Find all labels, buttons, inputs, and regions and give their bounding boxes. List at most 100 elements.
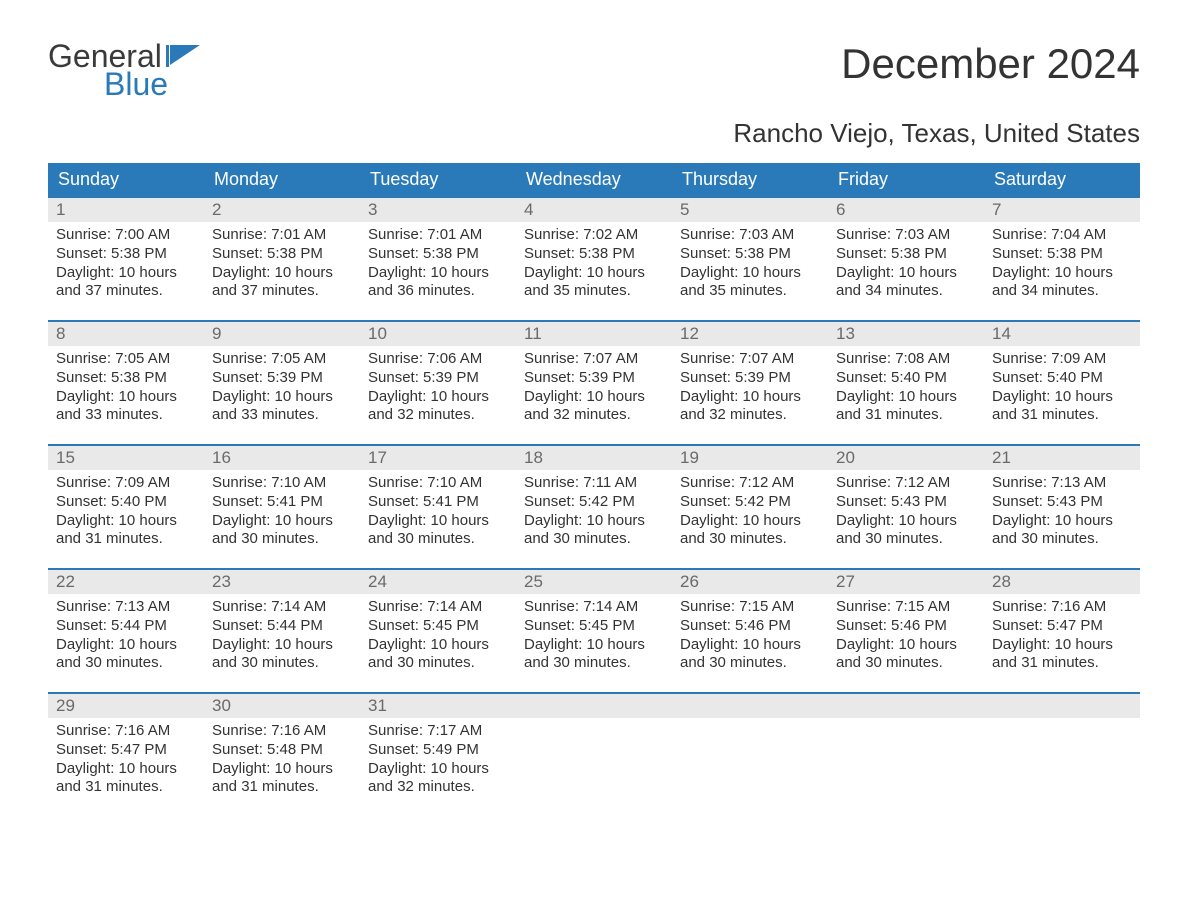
calendar-day: 10Sunrise: 7:06 AMSunset: 5:39 PMDayligh…	[360, 322, 516, 442]
sunset-line: Sunset: 5:38 PM	[836, 245, 976, 264]
sunset-line: Sunset: 5:40 PM	[992, 369, 1132, 388]
calendar-day: 9Sunrise: 7:05 AMSunset: 5:39 PMDaylight…	[204, 322, 360, 442]
day-number: 28	[984, 570, 1140, 594]
day-number: 27	[828, 570, 984, 594]
daylight-line: Daylight: 10 hours and 32 minutes.	[368, 760, 508, 798]
day-number: 10	[360, 322, 516, 346]
sunset-line: Sunset: 5:46 PM	[680, 617, 820, 636]
calendar-day: 20Sunrise: 7:12 AMSunset: 5:43 PMDayligh…	[828, 446, 984, 566]
dow-cell: Friday	[828, 163, 984, 196]
sunrise-line: Sunrise: 7:07 AM	[524, 350, 664, 369]
calendar-day: 2Sunrise: 7:01 AMSunset: 5:38 PMDaylight…	[204, 198, 360, 318]
calendar-day	[984, 694, 1140, 814]
daylight-line: Daylight: 10 hours and 30 minutes.	[836, 636, 976, 674]
daylight-line: Daylight: 10 hours and 30 minutes.	[524, 636, 664, 674]
day-details: Sunrise: 7:15 AMSunset: 5:46 PMDaylight:…	[672, 594, 828, 681]
day-number: 17	[360, 446, 516, 470]
sunset-line: Sunset: 5:39 PM	[212, 369, 352, 388]
day-number: 31	[360, 694, 516, 718]
day-number: 5	[672, 198, 828, 222]
sunset-line: Sunset: 5:39 PM	[368, 369, 508, 388]
sunrise-line: Sunrise: 7:16 AM	[56, 722, 196, 741]
daylight-line: Daylight: 10 hours and 33 minutes.	[212, 388, 352, 426]
day-details: Sunrise: 7:16 AMSunset: 5:47 PMDaylight:…	[48, 718, 204, 805]
calendar-day: 27Sunrise: 7:15 AMSunset: 5:46 PMDayligh…	[828, 570, 984, 690]
daylight-line: Daylight: 10 hours and 34 minutes.	[836, 264, 976, 302]
dow-cell: Saturday	[984, 163, 1140, 196]
sunset-line: Sunset: 5:42 PM	[680, 493, 820, 512]
calendar-day	[516, 694, 672, 814]
sunset-line: Sunset: 5:39 PM	[680, 369, 820, 388]
sunset-line: Sunset: 5:38 PM	[680, 245, 820, 264]
calendar-day: 11Sunrise: 7:07 AMSunset: 5:39 PMDayligh…	[516, 322, 672, 442]
sunset-line: Sunset: 5:44 PM	[212, 617, 352, 636]
day-details: Sunrise: 7:10 AMSunset: 5:41 PMDaylight:…	[204, 470, 360, 557]
location-label: Rancho Viejo, Texas, United States	[48, 118, 1140, 149]
sunrise-line: Sunrise: 7:10 AM	[212, 474, 352, 493]
day-number: 7	[984, 198, 1140, 222]
sunrise-line: Sunrise: 7:09 AM	[992, 350, 1132, 369]
sunrise-line: Sunrise: 7:02 AM	[524, 226, 664, 245]
header: General Blue December 2024	[48, 40, 1140, 100]
day-details: Sunrise: 7:05 AMSunset: 5:38 PMDaylight:…	[48, 346, 204, 433]
day-number: 12	[672, 322, 828, 346]
sunset-line: Sunset: 5:38 PM	[992, 245, 1132, 264]
dow-cell: Tuesday	[360, 163, 516, 196]
daylight-line: Daylight: 10 hours and 30 minutes.	[56, 636, 196, 674]
daylight-line: Daylight: 10 hours and 32 minutes.	[680, 388, 820, 426]
daylight-line: Daylight: 10 hours and 31 minutes.	[836, 388, 976, 426]
sunrise-line: Sunrise: 7:05 AM	[56, 350, 196, 369]
sunrise-line: Sunrise: 7:14 AM	[368, 598, 508, 617]
daylight-line: Daylight: 10 hours and 37 minutes.	[56, 264, 196, 302]
sunrise-line: Sunrise: 7:03 AM	[680, 226, 820, 245]
day-details: Sunrise: 7:15 AMSunset: 5:46 PMDaylight:…	[828, 594, 984, 681]
daylight-line: Daylight: 10 hours and 30 minutes.	[368, 512, 508, 550]
sunrise-line: Sunrise: 7:03 AM	[836, 226, 976, 245]
calendar-week: 22Sunrise: 7:13 AMSunset: 5:44 PMDayligh…	[48, 568, 1140, 690]
day-number: 3	[360, 198, 516, 222]
day-details: Sunrise: 7:08 AMSunset: 5:40 PMDaylight:…	[828, 346, 984, 433]
calendar-day: 23Sunrise: 7:14 AMSunset: 5:44 PMDayligh…	[204, 570, 360, 690]
day-details: Sunrise: 7:06 AMSunset: 5:39 PMDaylight:…	[360, 346, 516, 433]
day-number: 30	[204, 694, 360, 718]
day-number-empty	[984, 694, 1140, 718]
calendar-day: 19Sunrise: 7:12 AMSunset: 5:42 PMDayligh…	[672, 446, 828, 566]
sunset-line: Sunset: 5:40 PM	[56, 493, 196, 512]
sunset-line: Sunset: 5:43 PM	[836, 493, 976, 512]
day-number-empty	[828, 694, 984, 718]
sunrise-line: Sunrise: 7:13 AM	[56, 598, 196, 617]
sunset-line: Sunset: 5:38 PM	[524, 245, 664, 264]
daylight-line: Daylight: 10 hours and 30 minutes.	[680, 512, 820, 550]
day-number: 8	[48, 322, 204, 346]
calendar-day	[828, 694, 984, 814]
sunset-line: Sunset: 5:38 PM	[212, 245, 352, 264]
sunset-line: Sunset: 5:47 PM	[56, 741, 196, 760]
daylight-line: Daylight: 10 hours and 31 minutes.	[212, 760, 352, 798]
day-details: Sunrise: 7:01 AMSunset: 5:38 PMDaylight:…	[360, 222, 516, 309]
sunset-line: Sunset: 5:38 PM	[56, 369, 196, 388]
day-number: 6	[828, 198, 984, 222]
day-number: 26	[672, 570, 828, 594]
logo: General Blue	[48, 40, 202, 100]
day-number: 1	[48, 198, 204, 222]
day-details: Sunrise: 7:07 AMSunset: 5:39 PMDaylight:…	[672, 346, 828, 433]
logo-text-blue: Blue	[104, 68, 202, 100]
day-number: 23	[204, 570, 360, 594]
day-number: 16	[204, 446, 360, 470]
day-details: Sunrise: 7:14 AMSunset: 5:44 PMDaylight:…	[204, 594, 360, 681]
day-details: Sunrise: 7:16 AMSunset: 5:47 PMDaylight:…	[984, 594, 1140, 681]
sunset-line: Sunset: 5:42 PM	[524, 493, 664, 512]
dow-cell: Sunday	[48, 163, 204, 196]
sunrise-line: Sunrise: 7:14 AM	[212, 598, 352, 617]
day-details: Sunrise: 7:03 AMSunset: 5:38 PMDaylight:…	[828, 222, 984, 309]
calendar-day: 14Sunrise: 7:09 AMSunset: 5:40 PMDayligh…	[984, 322, 1140, 442]
day-number: 15	[48, 446, 204, 470]
calendar-week: 1Sunrise: 7:00 AMSunset: 5:38 PMDaylight…	[48, 196, 1140, 318]
day-details: Sunrise: 7:13 AMSunset: 5:43 PMDaylight:…	[984, 470, 1140, 557]
sunset-line: Sunset: 5:48 PM	[212, 741, 352, 760]
day-number: 13	[828, 322, 984, 346]
daylight-line: Daylight: 10 hours and 30 minutes.	[992, 512, 1132, 550]
calendar-day: 28Sunrise: 7:16 AMSunset: 5:47 PMDayligh…	[984, 570, 1140, 690]
day-number: 24	[360, 570, 516, 594]
sunrise-line: Sunrise: 7:13 AM	[992, 474, 1132, 493]
